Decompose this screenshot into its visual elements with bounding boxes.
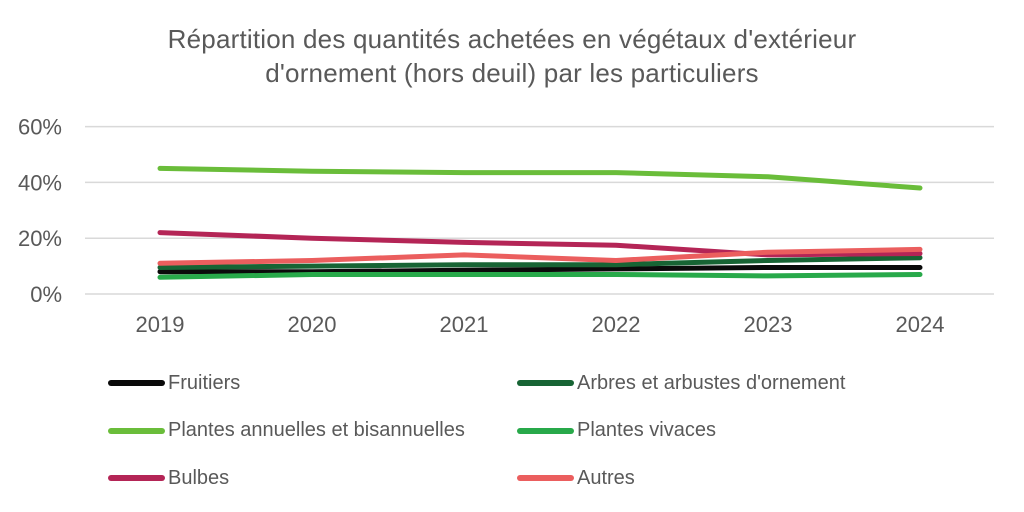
legend-item: Plantes annuelles et bisannuelles	[108, 419, 465, 443]
y-tick-label: 0%	[30, 282, 62, 307]
legend-label: Arbres et arbustes d'ornement	[577, 371, 846, 394]
x-tick-label: 2020	[288, 312, 337, 337]
plot-area: 0% 20% 40% 60% 2019 2020 2021 2022 2023 2024	[18, 115, 994, 337]
series-line-autres	[157, 246, 923, 266]
legend-item: Fruitiers	[108, 371, 240, 395]
legend-item: Autres	[517, 466, 635, 490]
y-tick-label: 60%	[18, 115, 62, 140]
x-tick-label: 2024	[896, 312, 945, 337]
legend-label: Plantes vivaces	[577, 419, 716, 441]
x-tick-label: 2023	[744, 312, 793, 337]
y-tick-label: 40%	[18, 170, 62, 195]
legend-label: Fruitiers	[168, 371, 241, 394]
legend-swatch	[517, 475, 574, 481]
legend-label: Autres	[577, 466, 635, 489]
series-line-plantes-vivaces	[157, 272, 923, 280]
legend-swatch	[517, 380, 574, 386]
chart-title-line-1: Répartition des quantités achetées en vé…	[167, 24, 857, 54]
legend-swatch	[108, 380, 165, 386]
legend-label: Bulbes	[168, 466, 230, 489]
chart-title: Répartition des quantités achetées en vé…	[0, 22, 1024, 90]
legend-swatch	[108, 475, 165, 481]
chart-title-line-2: d'ornement (hors deuil) par les particul…	[265, 58, 759, 88]
legend-item: Arbres et arbustes d'ornement	[517, 371, 845, 395]
legend-item: Plantes vivaces	[517, 419, 716, 443]
series-line-plantes-annuelles-et-bisannuelles	[157, 165, 923, 191]
y-tick-label: 20%	[18, 226, 62, 251]
series-line-bulbes	[157, 230, 923, 258]
x-tick-label: 2021	[440, 312, 489, 337]
x-tick-label: 2022	[592, 312, 641, 337]
legend-item: Bulbes	[108, 466, 229, 490]
legend-swatch	[108, 427, 165, 434]
series-line-fruitiers	[157, 265, 923, 275]
legend-label: Plantes annuelles et bisannuelles	[168, 419, 465, 441]
series-line-arbres-et-arbustes-d-ornement	[157, 255, 923, 270]
legend-swatch	[517, 427, 574, 434]
x-tick-label: 2019	[136, 312, 185, 337]
